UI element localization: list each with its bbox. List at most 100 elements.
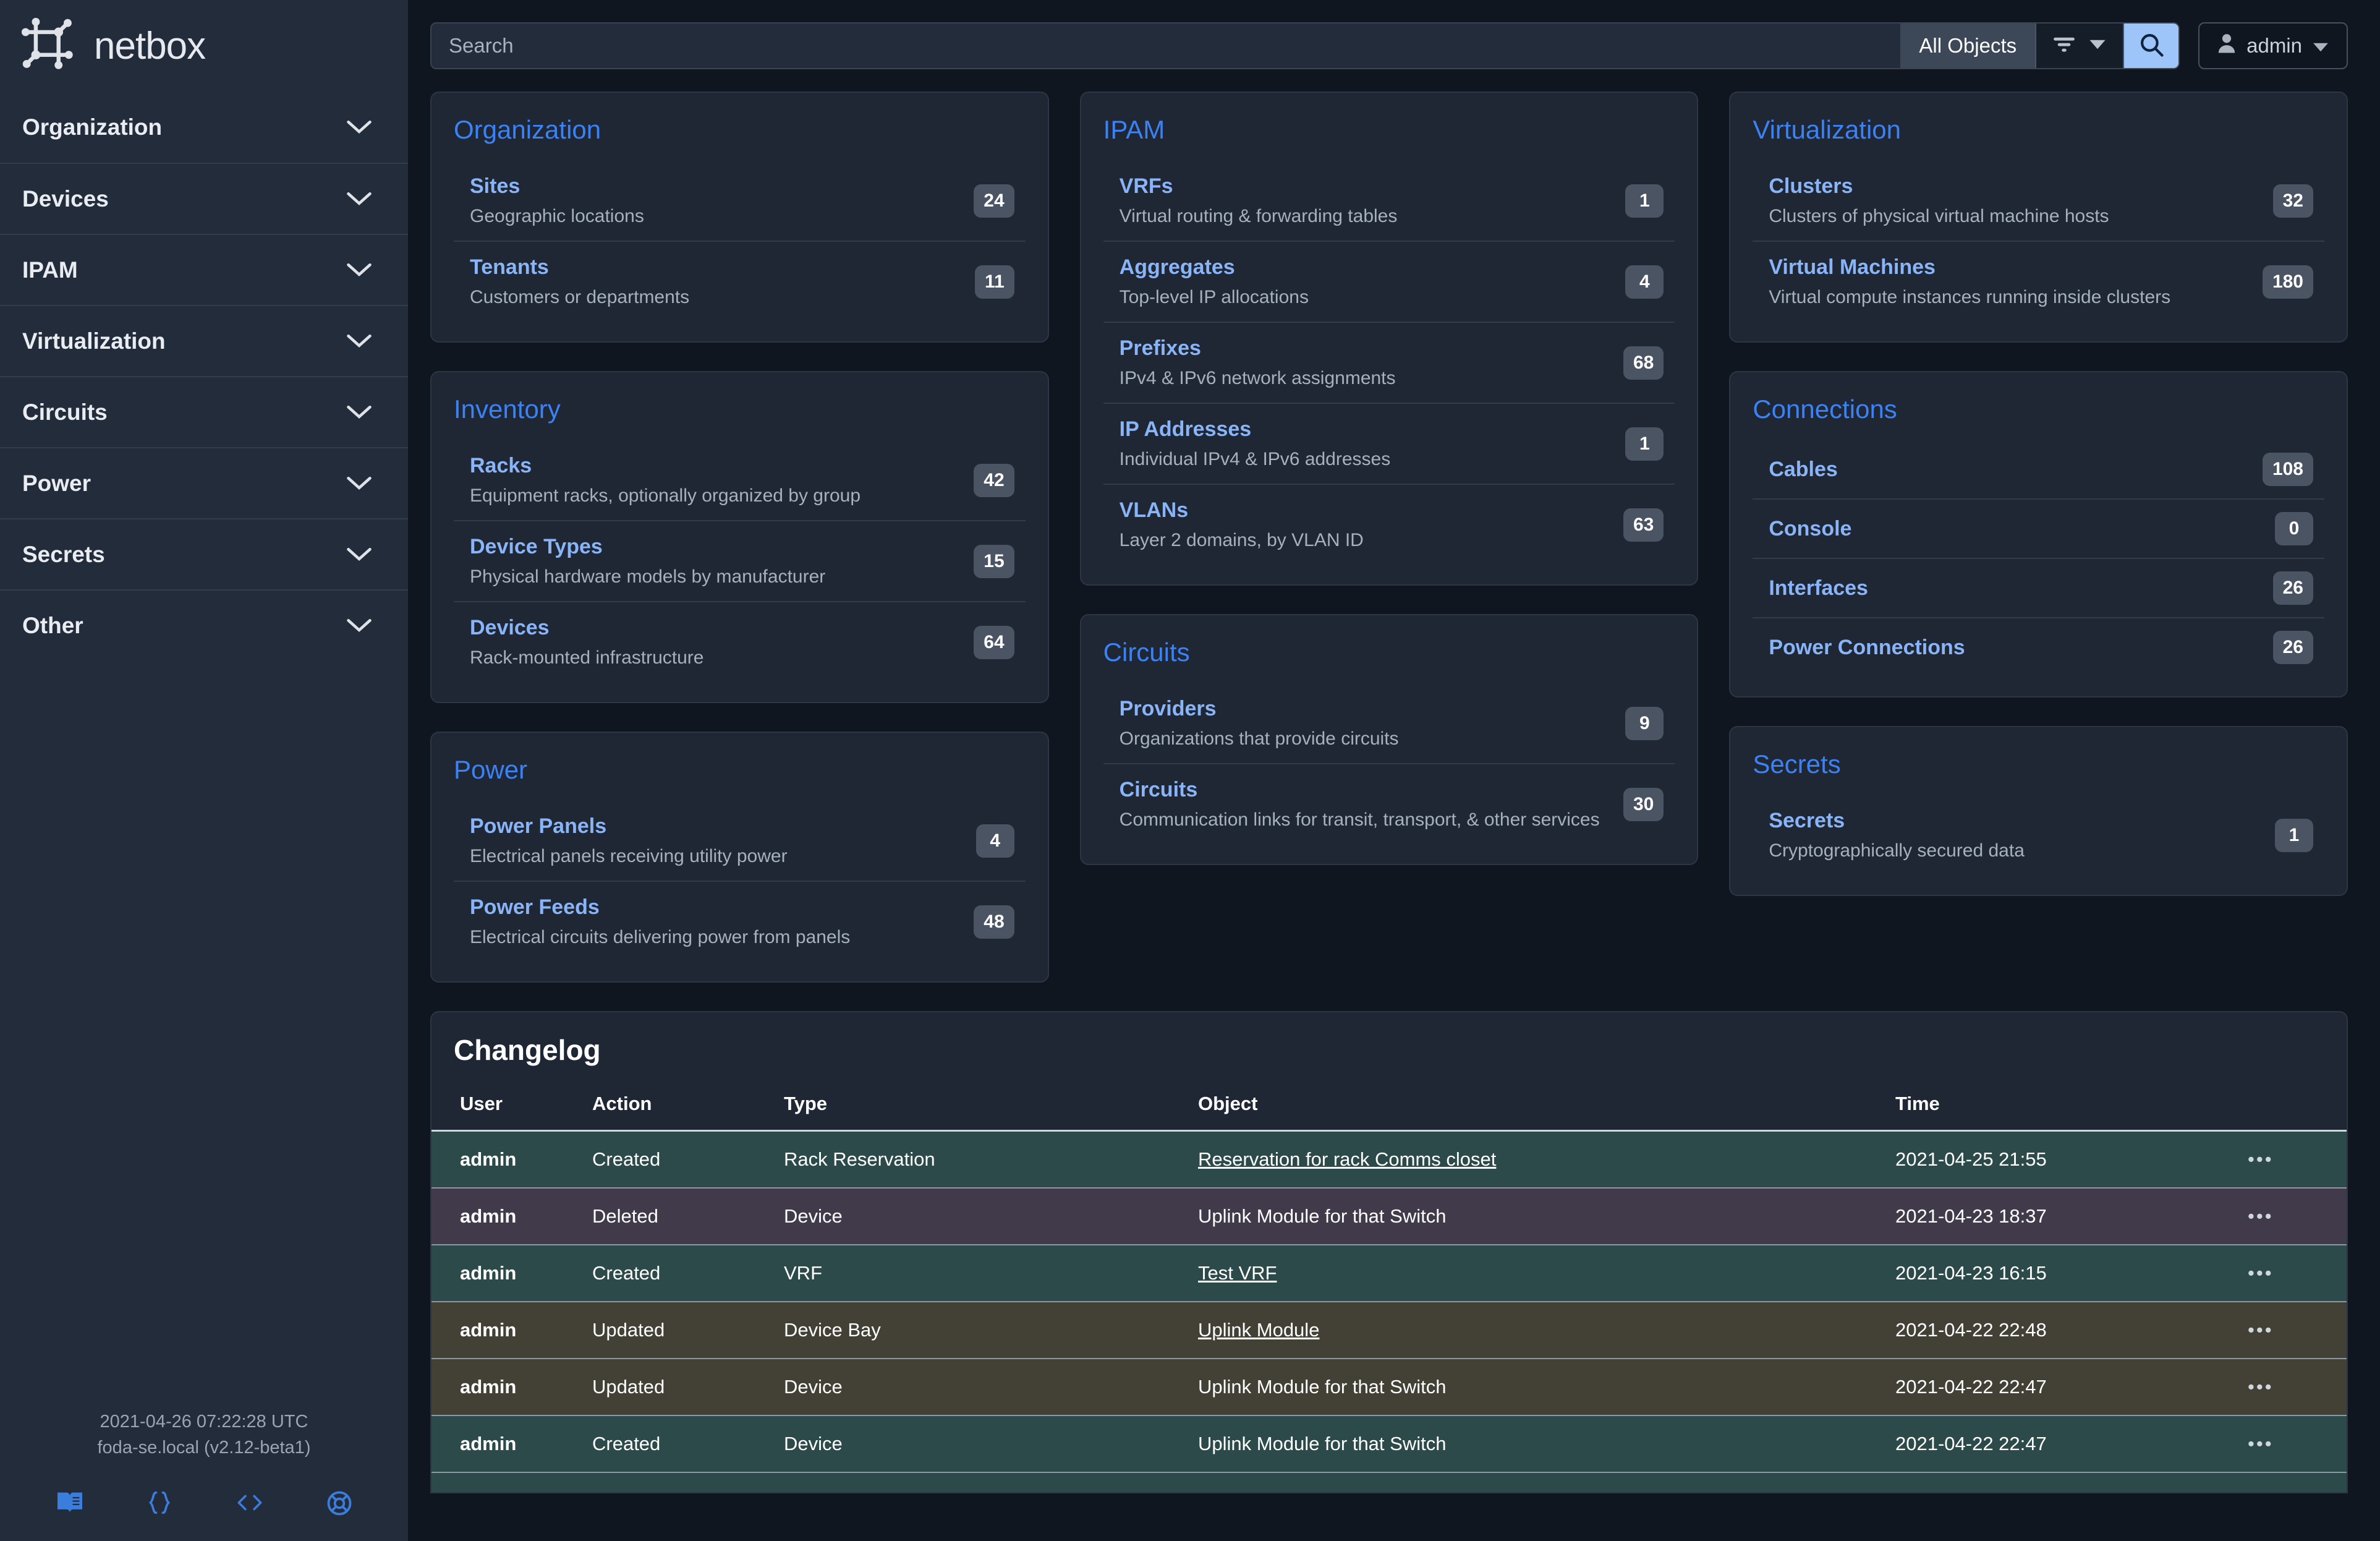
user-menu-button[interactable]: admin xyxy=(2198,22,2348,69)
card-row-vrfs[interactable]: VRFs Virtual routing & forwarding tables… xyxy=(1103,161,1675,241)
card-rows: Providers Organizations that provide cir… xyxy=(1103,683,1675,844)
cell-object[interactable]: Reservation for rack Comms closet xyxy=(1198,1130,1895,1189)
card-row-aggregates[interactable]: Aggregates Top-level IP allocations 4 xyxy=(1103,241,1675,322)
card-row-desc: Electrical circuits delivering power fro… xyxy=(470,927,851,947)
sidebar-item-power[interactable]: Power xyxy=(0,447,408,518)
card-row-providers[interactable]: Providers Organizations that provide cir… xyxy=(1103,683,1675,763)
card-row-devices[interactable]: Devices Rack-mounted infrastructure 64 xyxy=(454,601,1026,682)
card-row-sites[interactable]: Sites Geographic locations 24 xyxy=(454,161,1026,241)
card-row-link[interactable]: Clusters xyxy=(1769,174,1853,198)
sidebar-item-ipam[interactable]: IPAM xyxy=(0,234,408,305)
ellipsis-icon[interactable]: ••• xyxy=(2248,1415,2347,1473)
card-row-count-badge: 1 xyxy=(1625,184,1664,218)
cell-type: Device xyxy=(784,1415,1198,1473)
cards-grid: Organization Sites Geographic locations … xyxy=(430,92,2348,983)
ellipsis-icon[interactable]: ••• xyxy=(2248,1188,2347,1245)
card-row-link[interactable]: IP Addresses xyxy=(1119,417,1252,441)
card-row-link[interactable]: Power Connections xyxy=(1769,635,1965,659)
api-braces-icon[interactable] xyxy=(146,1490,173,1516)
column-header-action: Action xyxy=(592,1085,784,1132)
card-row-power-panels[interactable]: Power Panels Electrical panels receiving… xyxy=(454,801,1026,881)
caret-down-icon xyxy=(2088,39,2107,53)
card-row-secrets[interactable]: Secrets Cryptographically secured data 1 xyxy=(1753,795,2324,875)
source-code-icon[interactable] xyxy=(236,1490,264,1516)
changelog-title: Changelog xyxy=(454,1034,601,1066)
object-link[interactable]: Uplink Module xyxy=(1198,1319,1320,1341)
card-row-link[interactable]: Secrets xyxy=(1769,809,1845,832)
card-row-prefixes[interactable]: Prefixes IPv4 & IPv6 network assignments… xyxy=(1103,322,1675,403)
sidebar-item-organization[interactable]: Organization xyxy=(0,92,408,163)
cell-object[interactable]: Uplink Module xyxy=(1198,1472,1895,1492)
card-row-vlans[interactable]: VLANs Layer 2 domains, by VLAN ID 63 xyxy=(1103,484,1675,565)
search-scope-button[interactable]: All Objects xyxy=(1900,23,2036,68)
cell-time: 2021-04-22 22:43 xyxy=(1895,1472,2248,1492)
sidebar-item-label: IPAM xyxy=(22,257,78,283)
card-row-link[interactable]: Device Types xyxy=(470,535,603,558)
sidebar-item-virtualization[interactable]: Virtualization xyxy=(0,305,408,376)
card-row-racks[interactable]: Racks Equipment racks, optionally organi… xyxy=(454,440,1026,520)
card-row-virtual-machines[interactable]: Virtual Machines Virtual compute instanc… xyxy=(1753,241,2324,322)
card-row-interfaces[interactable]: Interfaces 26 xyxy=(1753,558,2324,617)
card-rows: Cables 108 Console 0 xyxy=(1753,440,2324,677)
card-row-link[interactable]: Racks xyxy=(470,454,532,477)
ellipsis-icon[interactable]: ••• xyxy=(2248,1302,2347,1359)
card-rows: Secrets Cryptographically secured data 1 xyxy=(1753,795,2324,875)
cell-action: Created xyxy=(592,1415,784,1473)
cell-object[interactable]: Uplink Module xyxy=(1198,1302,1895,1359)
object-link[interactable]: Uplink Module xyxy=(1198,1490,1319,1492)
card-row-link[interactable]: Aggregates xyxy=(1119,255,1235,279)
sidebar-item-other[interactable]: Other xyxy=(0,589,408,660)
card-row-link[interactable]: Cables xyxy=(1769,457,1838,481)
cell-type: Rack Reservation xyxy=(784,1130,1198,1189)
card-row-link[interactable]: Virtual Machines xyxy=(1769,255,1936,279)
card-row-link[interactable]: Interfaces xyxy=(1769,576,1868,600)
cell-object[interactable]: Test VRF xyxy=(1198,1245,1895,1302)
card-row-link[interactable]: Sites xyxy=(470,174,521,198)
docs-book-icon[interactable] xyxy=(56,1490,83,1516)
card-row-clusters[interactable]: Clusters Clusters of physical virtual ma… xyxy=(1753,161,2324,241)
card-row-link[interactable]: Console xyxy=(1769,516,1852,540)
table-header-row: User Action Type Object Time xyxy=(431,1085,2347,1132)
changelog-table-body: admin Created Rack Reservation Reservation … xyxy=(431,1130,2347,1492)
ellipsis-icon[interactable]: ••• xyxy=(2248,1245,2347,1302)
ellipsis-icon[interactable]: ••• xyxy=(2248,1472,2347,1492)
sidebar-item-circuits[interactable]: Circuits xyxy=(0,376,408,447)
card-row-link[interactable]: Prefixes xyxy=(1119,336,1201,360)
card-row-ip-addresses[interactable]: IP Addresses Individual IPv4 & IPv6 addr… xyxy=(1103,403,1675,484)
filter-dropdown-button[interactable] xyxy=(2035,23,2125,68)
object-link[interactable]: Reservation for rack Comms closet xyxy=(1198,1148,1497,1170)
card-row-link[interactable]: Devices xyxy=(470,616,550,639)
card-row-circuits[interactable]: Circuits Communication links for transit… xyxy=(1103,763,1675,844)
help-lifebuoy-icon[interactable] xyxy=(326,1490,352,1516)
ellipsis-icon[interactable]: ••• xyxy=(2248,1130,2347,1189)
sidebar-item-secrets[interactable]: Secrets xyxy=(0,518,408,589)
card-row-device-types[interactable]: Device Types Physical hardware models by… xyxy=(454,520,1026,601)
card-row-cables[interactable]: Cables 108 xyxy=(1753,440,2324,498)
card-row-power-connections[interactable]: Power Connections 26 xyxy=(1753,617,2324,677)
search-icon xyxy=(2138,32,2164,61)
card-row-link[interactable]: Power Feeds xyxy=(470,895,600,919)
footer-host-version: foda-se.local (v2.12-beta1) xyxy=(97,1437,311,1458)
chevron-down-icon xyxy=(346,618,372,634)
card-row-link[interactable]: Providers xyxy=(1119,697,1217,720)
search-submit-button[interactable] xyxy=(2124,23,2179,68)
card-circuits: Circuits Providers Organizations that pr… xyxy=(1079,614,1699,865)
card-row-link[interactable]: Power Panels xyxy=(470,814,607,838)
card-row-console[interactable]: Console 0 xyxy=(1753,498,2324,558)
search-input[interactable] xyxy=(431,23,1901,68)
ellipsis-icon[interactable]: ••• xyxy=(2248,1359,2347,1416)
chevron-down-icon xyxy=(346,119,372,135)
card-row-tenants[interactable]: Tenants Customers or departments 11 xyxy=(454,241,1026,322)
card-row-power-feeds[interactable]: Power Feeds Electrical circuits deliveri… xyxy=(454,881,1026,962)
footer-icon-row xyxy=(0,1461,408,1525)
cell-object: Uplink Module for that Switch xyxy=(1198,1359,1895,1416)
sidebar-item-devices[interactable]: Devices xyxy=(0,163,408,234)
brand[interactable]: netbox xyxy=(0,0,408,92)
card-row-link[interactable]: Tenants xyxy=(470,255,549,279)
card-row-link[interactable]: VLANs xyxy=(1119,498,1189,522)
table-row: admin Deleted Device Uplink Module for that… xyxy=(431,1188,2347,1245)
card-row-link[interactable]: VRFs xyxy=(1119,174,1173,198)
object-link[interactable]: Test VRF xyxy=(1198,1262,1277,1284)
card-row-link[interactable]: Circuits xyxy=(1119,778,1198,801)
card-row-count-badge: 4 xyxy=(1625,265,1664,299)
